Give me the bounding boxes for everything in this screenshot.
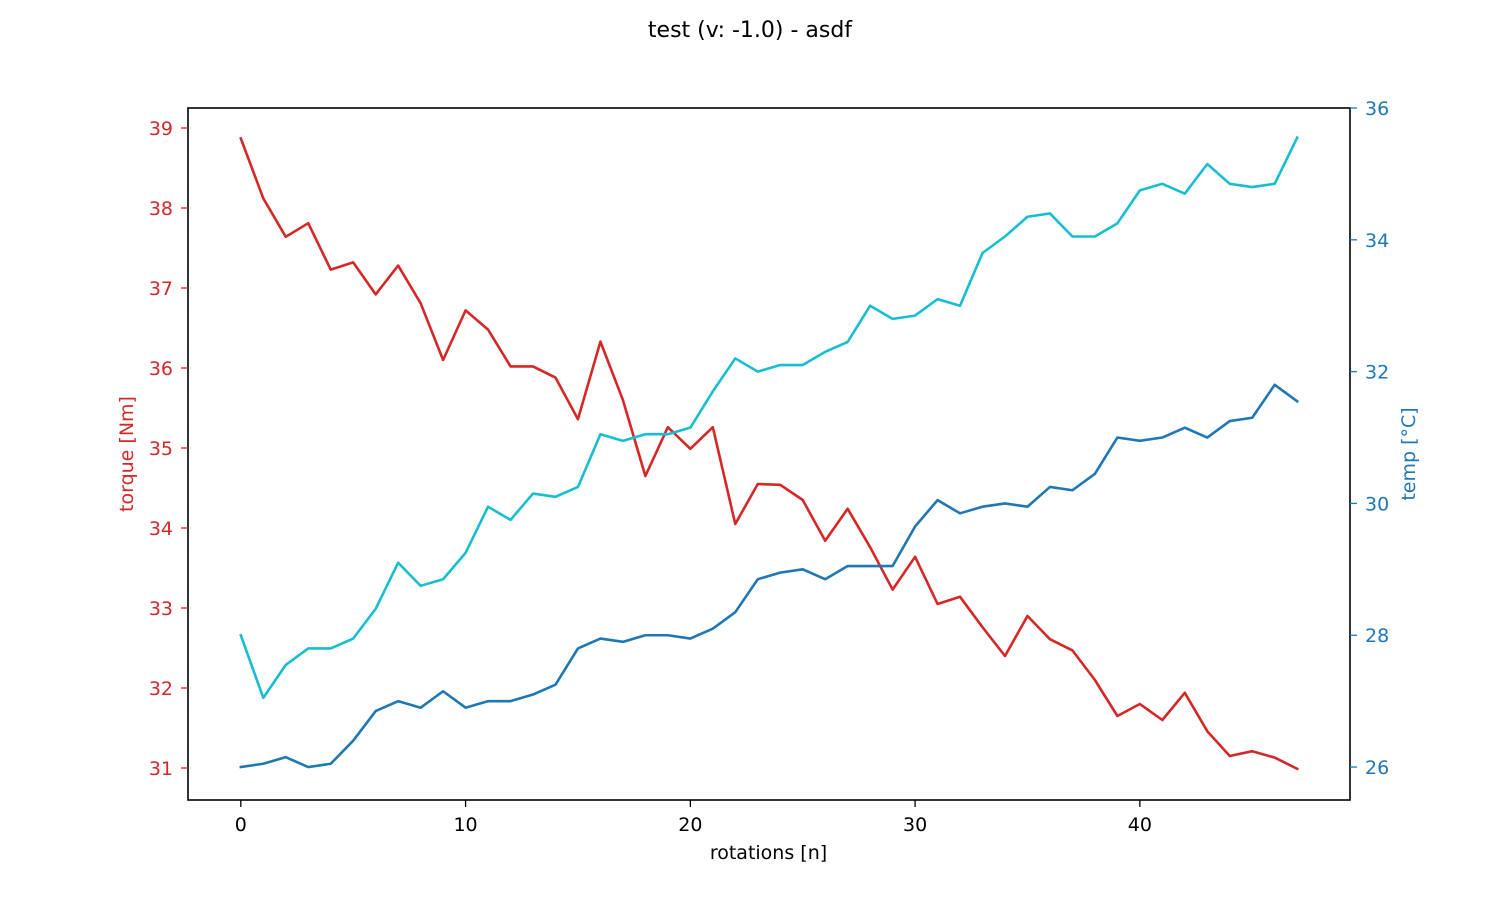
chart-title: test (v: -1.0) - asdf <box>648 18 853 43</box>
x-tick-label: 40 <box>1128 814 1152 836</box>
y-left-tick-label: 36 <box>149 358 173 380</box>
y-axis-label-torque: torque [Nm] <box>116 396 138 512</box>
y-right-tick-label: 26 <box>1365 757 1389 779</box>
y-right-tick-label: 30 <box>1365 493 1389 515</box>
y-right-tick-label: 34 <box>1365 230 1389 252</box>
series-layer <box>239 135 1299 771</box>
y-right-tick-label: 32 <box>1365 362 1389 384</box>
y-left-tick-label: 38 <box>149 198 173 220</box>
y-right-tick-label: 28 <box>1365 625 1389 647</box>
y-left-tick-label: 32 <box>149 678 173 700</box>
y-left-tick-label: 35 <box>149 438 173 460</box>
x-tick-label: 0 <box>235 814 247 836</box>
series-line-2 <box>239 383 1299 769</box>
y-left-tick-label: 31 <box>149 758 173 780</box>
series-line-3 <box>239 135 1299 700</box>
axis-layer: 0 10 20 30 40 31 32 33 34 35 36 37 38 39 26 28 30 32 34 36 <box>149 98 1389 836</box>
y-left-tick-label: 33 <box>149 598 173 620</box>
y-left-tick-label: 34 <box>149 518 173 540</box>
y-left-tick-label: 39 <box>149 118 173 140</box>
x-tick-label: 30 <box>903 814 927 836</box>
x-tick-label: 10 <box>453 814 477 836</box>
y-axis-label-temp: temp [°C] <box>1398 407 1420 500</box>
x-axis-label: rotations [n] <box>710 842 827 864</box>
y-right-tick-label: 36 <box>1365 98 1389 120</box>
x-tick-label: 20 <box>678 814 702 836</box>
plot-frame <box>187 107 1351 801</box>
series-line-1 <box>239 136 1299 771</box>
y-left-tick-label: 37 <box>149 278 173 300</box>
